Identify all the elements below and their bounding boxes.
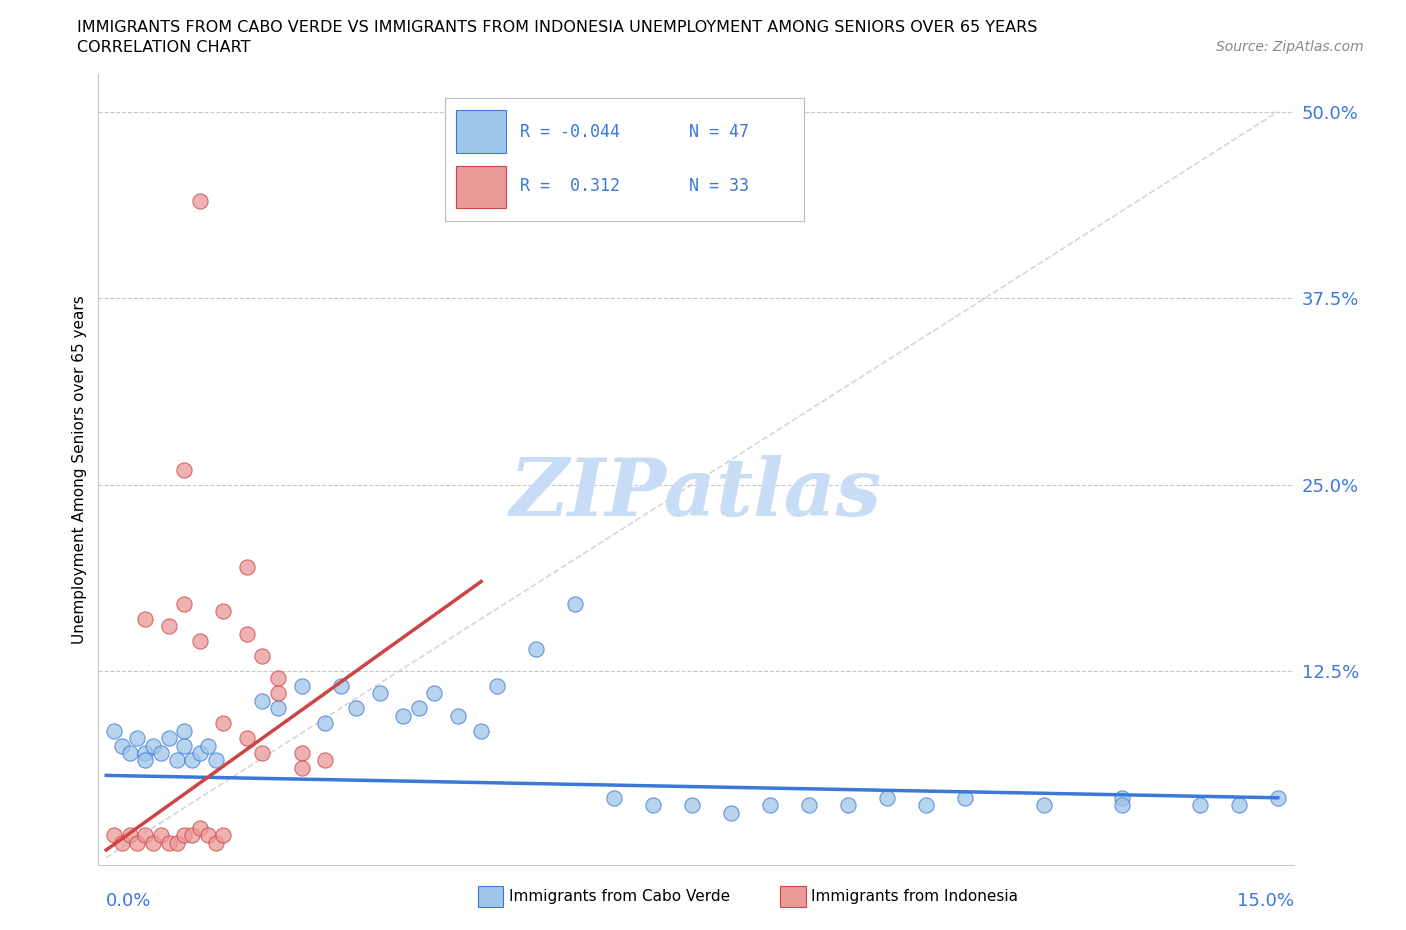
- Point: [329, 679, 352, 694]
- Point: [236, 626, 259, 641]
- Point: [142, 835, 165, 850]
- Point: [188, 633, 211, 648]
- Point: [252, 746, 274, 761]
- Point: [212, 604, 235, 618]
- Point: [204, 753, 226, 768]
- Y-axis label: Unemployment Among Seniors over 65 years: Unemployment Among Seniors over 65 years: [72, 296, 87, 644]
- Point: [236, 731, 259, 746]
- Point: [1227, 798, 1250, 813]
- Point: [447, 709, 470, 724]
- Point: [564, 596, 586, 611]
- Point: [290, 679, 312, 694]
- Point: [118, 746, 141, 761]
- Point: [641, 798, 664, 813]
- Point: [149, 746, 172, 761]
- Text: Immigrants from Cabo Verde: Immigrants from Cabo Verde: [509, 889, 730, 904]
- Point: [111, 738, 134, 753]
- Text: CORRELATION CHART: CORRELATION CHART: [77, 40, 250, 55]
- Point: [1188, 798, 1211, 813]
- Point: [188, 820, 211, 835]
- Point: [157, 835, 180, 850]
- Point: [212, 828, 235, 843]
- Bar: [478, 886, 503, 907]
- Point: [1111, 798, 1133, 813]
- Point: [720, 805, 742, 820]
- Text: 15.0%: 15.0%: [1236, 892, 1294, 910]
- Point: [314, 716, 336, 731]
- Point: [127, 731, 149, 746]
- Point: [267, 686, 290, 701]
- Point: [103, 828, 125, 843]
- Text: Immigrants from Indonesia: Immigrants from Indonesia: [811, 889, 1018, 904]
- Point: [876, 790, 898, 805]
- Point: [290, 761, 312, 776]
- Point: [368, 686, 391, 701]
- Point: [314, 753, 336, 768]
- Point: [197, 738, 219, 753]
- Point: [188, 193, 211, 208]
- Point: [408, 701, 430, 716]
- Point: [134, 611, 156, 626]
- Point: [267, 671, 290, 686]
- Point: [524, 641, 547, 656]
- Text: 0.0%: 0.0%: [107, 892, 152, 910]
- Point: [1111, 790, 1133, 805]
- Point: [603, 790, 626, 805]
- Point: [204, 835, 226, 850]
- Point: [423, 686, 446, 701]
- Point: [470, 724, 492, 738]
- Point: [181, 828, 204, 843]
- Point: [166, 835, 188, 850]
- Point: [485, 679, 508, 694]
- Text: ZIPatlas: ZIPatlas: [510, 455, 882, 532]
- Point: [1032, 798, 1054, 813]
- Point: [267, 701, 290, 716]
- Point: [915, 798, 938, 813]
- Point: [197, 828, 219, 843]
- Point: [134, 746, 156, 761]
- Point: [173, 596, 195, 611]
- Point: [103, 724, 125, 738]
- Point: [127, 835, 149, 850]
- Point: [157, 618, 180, 633]
- Point: [799, 798, 821, 813]
- Point: [111, 835, 134, 850]
- Point: [759, 798, 782, 813]
- Point: [236, 559, 259, 574]
- Point: [955, 790, 977, 805]
- Point: [173, 724, 195, 738]
- Point: [157, 731, 180, 746]
- Point: [173, 828, 195, 843]
- Point: [173, 462, 195, 477]
- Point: [134, 828, 156, 843]
- Point: [181, 753, 204, 768]
- Point: [166, 753, 188, 768]
- Point: [134, 753, 156, 768]
- Point: [681, 798, 703, 813]
- Point: [252, 648, 274, 663]
- Bar: [780, 886, 806, 907]
- Point: [118, 828, 141, 843]
- Text: IMMIGRANTS FROM CABO VERDE VS IMMIGRANTS FROM INDONESIA UNEMPLOYMENT AMONG SENIO: IMMIGRANTS FROM CABO VERDE VS IMMIGRANTS…: [77, 20, 1038, 35]
- Point: [837, 798, 859, 813]
- Point: [212, 716, 235, 731]
- Point: [149, 828, 172, 843]
- Point: [344, 701, 367, 716]
- Point: [392, 709, 415, 724]
- Point: [142, 738, 165, 753]
- Point: [173, 738, 195, 753]
- Point: [188, 746, 211, 761]
- Point: [1267, 790, 1289, 805]
- Text: Source: ZipAtlas.com: Source: ZipAtlas.com: [1216, 40, 1364, 54]
- Point: [252, 694, 274, 709]
- Point: [290, 746, 312, 761]
